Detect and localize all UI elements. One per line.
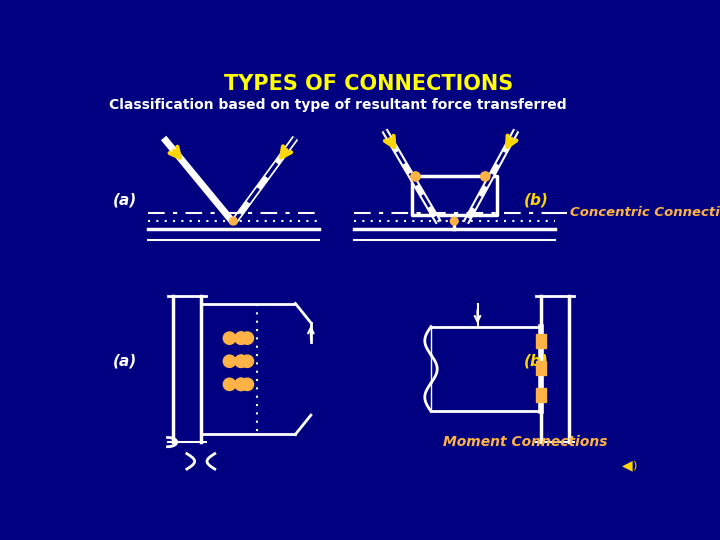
Circle shape — [235, 355, 248, 367]
Text: TYPES OF CONNECTIONS: TYPES OF CONNECTIONS — [225, 74, 513, 94]
Text: (b): (b) — [524, 192, 549, 207]
Text: (a): (a) — [113, 354, 138, 369]
Text: Concentric Connections: Concentric Connections — [570, 206, 720, 219]
Circle shape — [235, 332, 248, 345]
Circle shape — [223, 355, 235, 367]
Text: (b): (b) — [524, 354, 549, 369]
Bar — [536, 361, 546, 375]
Circle shape — [481, 172, 490, 181]
Bar — [536, 388, 546, 402]
Circle shape — [223, 332, 235, 345]
Bar — [536, 334, 546, 348]
Text: Classification based on type of resultant force transferred: Classification based on type of resultan… — [109, 98, 567, 112]
Circle shape — [235, 355, 248, 367]
Circle shape — [241, 378, 253, 390]
Circle shape — [241, 355, 253, 367]
Circle shape — [230, 217, 238, 225]
Text: (a): (a) — [113, 192, 138, 207]
Circle shape — [411, 172, 420, 181]
Text: ◀: ◀ — [622, 458, 632, 472]
Circle shape — [241, 332, 253, 345]
Circle shape — [235, 378, 248, 390]
Circle shape — [235, 332, 248, 345]
Text: ): ) — [631, 460, 636, 470]
Circle shape — [223, 378, 235, 390]
Circle shape — [451, 217, 458, 225]
Text: Moment Connections: Moment Connections — [443, 435, 607, 449]
Circle shape — [235, 378, 248, 390]
